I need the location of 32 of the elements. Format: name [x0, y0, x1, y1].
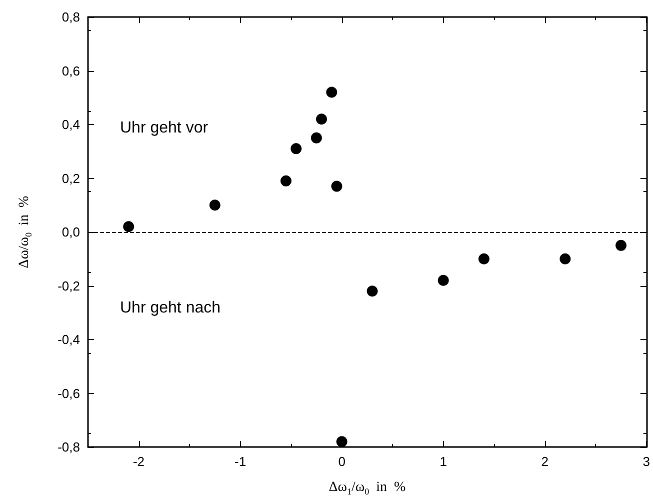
y-tick-label: 0,8: [62, 10, 80, 24]
point: [316, 114, 328, 125]
x-tick-label: 0: [338, 454, 346, 469]
x-tick-label: 1: [440, 454, 447, 469]
point: [478, 253, 490, 264]
annotation: Uhr geht vor: [120, 120, 209, 136]
x-tick-label: 2: [541, 454, 548, 469]
x-tick-label: 3: [642, 454, 650, 469]
point: [560, 253, 571, 264]
y-tick-label: 0,6: [62, 63, 80, 78]
y-axis-title: Δω/ω0 in %: [17, 195, 34, 268]
x-tick-label: -2: [132, 454, 145, 469]
point: [366, 286, 378, 297]
point: [209, 200, 220, 211]
y-tick-label: 0,0: [62, 224, 80, 240]
point: [336, 436, 348, 448]
point: [438, 274, 449, 286]
y-tick-label: -0,6: [58, 386, 80, 401]
point: [310, 132, 322, 144]
point: [616, 240, 627, 251]
point: [331, 180, 342, 192]
point: [290, 143, 302, 154]
x-tick-label: -1: [234, 454, 246, 469]
y-tick-label: 0,4: [62, 117, 80, 132]
annotation: Uhr geht nach: [120, 300, 221, 316]
point: [123, 221, 134, 232]
y-tick-label: -0,4: [58, 332, 80, 347]
y-tick-label: 0,2: [62, 170, 80, 186]
y-tick-label: -0,8: [58, 440, 80, 454]
y-tick-label: -0,2: [58, 278, 80, 294]
point: [326, 86, 338, 98]
point: [280, 175, 292, 186]
